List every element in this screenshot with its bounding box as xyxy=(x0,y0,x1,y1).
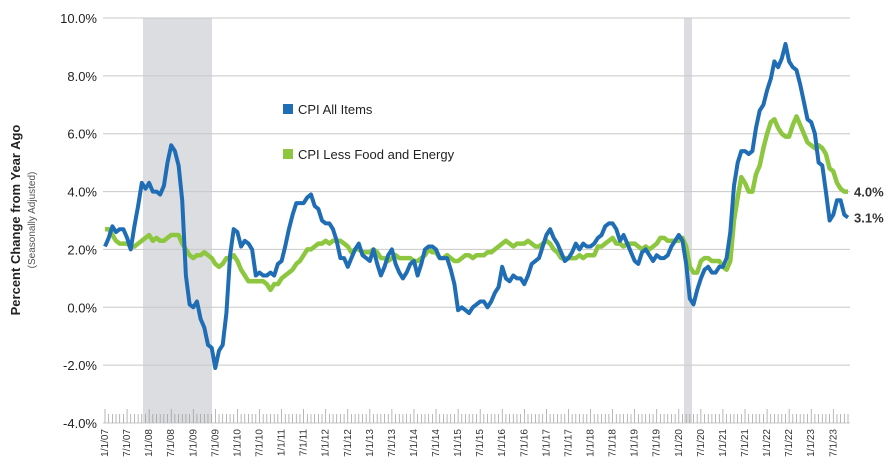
x-tick-label: 7/1/07 xyxy=(122,429,133,457)
y-axis-label: Percent Change from Year Ago xyxy=(8,125,23,316)
x-tick-label: 1/1/22 xyxy=(762,429,773,457)
x-tick-label: 7/1/10 xyxy=(254,429,265,457)
x-tick-label: 1/1/18 xyxy=(586,429,597,457)
x-tick-label: 1/1/13 xyxy=(365,429,376,457)
y-axis-sublabel: (Seasonally Adjusted) xyxy=(27,172,38,269)
legend-label: CPI All Items xyxy=(298,102,373,117)
series-line xyxy=(105,114,848,293)
legend-swatch xyxy=(283,104,293,114)
legend-label: CPI Less Food and Energy xyxy=(298,147,455,162)
y-tick-label: 2.0% xyxy=(67,242,97,257)
y-tick-label: 8.0% xyxy=(67,69,97,84)
x-tick-label: 1/1/17 xyxy=(541,429,552,457)
x-tick-label: 1/1/07 xyxy=(100,429,111,457)
x-tick-label: 1/1/08 xyxy=(144,429,155,457)
x-tick-label: 7/1/19 xyxy=(652,429,663,457)
x-tick-label: 7/1/11 xyxy=(299,429,310,456)
end-label: 4.0% xyxy=(854,185,884,200)
x-tick-label: 1/1/15 xyxy=(453,429,464,457)
x-tick-label: 1/1/11 xyxy=(277,429,288,456)
y-tick-label: 0.0% xyxy=(67,300,97,315)
x-tick-label: 7/1/17 xyxy=(563,429,574,457)
x-tick-label: 7/1/20 xyxy=(696,429,707,457)
x-tick-label: 7/1/08 xyxy=(166,429,177,457)
x-tick-label: 1/1/09 xyxy=(188,429,199,457)
x-tick-label: 7/1/23 xyxy=(828,429,839,457)
x-tick-label: 7/1/18 xyxy=(608,429,619,457)
y-tick-label: 4.0% xyxy=(67,185,97,200)
x-tick-label: 7/1/13 xyxy=(387,429,398,457)
y-tick-label: -4.0% xyxy=(63,416,97,431)
x-tick-label: 7/1/22 xyxy=(784,429,795,457)
x-tick-label: 1/1/12 xyxy=(321,429,332,457)
x-tick-label: 7/1/21 xyxy=(740,429,751,457)
y-tick-label: -2.0% xyxy=(63,358,97,373)
x-tick-label: 7/1/15 xyxy=(475,429,486,457)
x-tick-label: 7/1/12 xyxy=(343,429,354,457)
recession-shading xyxy=(684,18,692,423)
recession-shading xyxy=(143,18,212,423)
x-tick-label: 7/1/14 xyxy=(431,429,442,457)
x-tick-label: 1/1/20 xyxy=(674,429,685,457)
x-tick-label: 1/1/23 xyxy=(806,429,817,457)
x-tick-label: 7/1/16 xyxy=(519,429,530,457)
x-tick-label: 1/1/21 xyxy=(718,429,729,457)
x-tick-label: 1/1/19 xyxy=(630,429,641,457)
end-label: 3.1% xyxy=(854,211,884,226)
x-tick-label: 7/1/09 xyxy=(210,429,221,457)
x-tick-label: 1/1/10 xyxy=(232,429,243,457)
series-line xyxy=(103,42,850,370)
x-tick-label: 1/1/16 xyxy=(497,429,508,457)
legend-swatch xyxy=(283,149,293,159)
y-tick-label: 10.0% xyxy=(60,11,97,26)
y-tick-label: 6.0% xyxy=(67,127,97,142)
x-tick-label: 1/1/14 xyxy=(409,429,420,457)
